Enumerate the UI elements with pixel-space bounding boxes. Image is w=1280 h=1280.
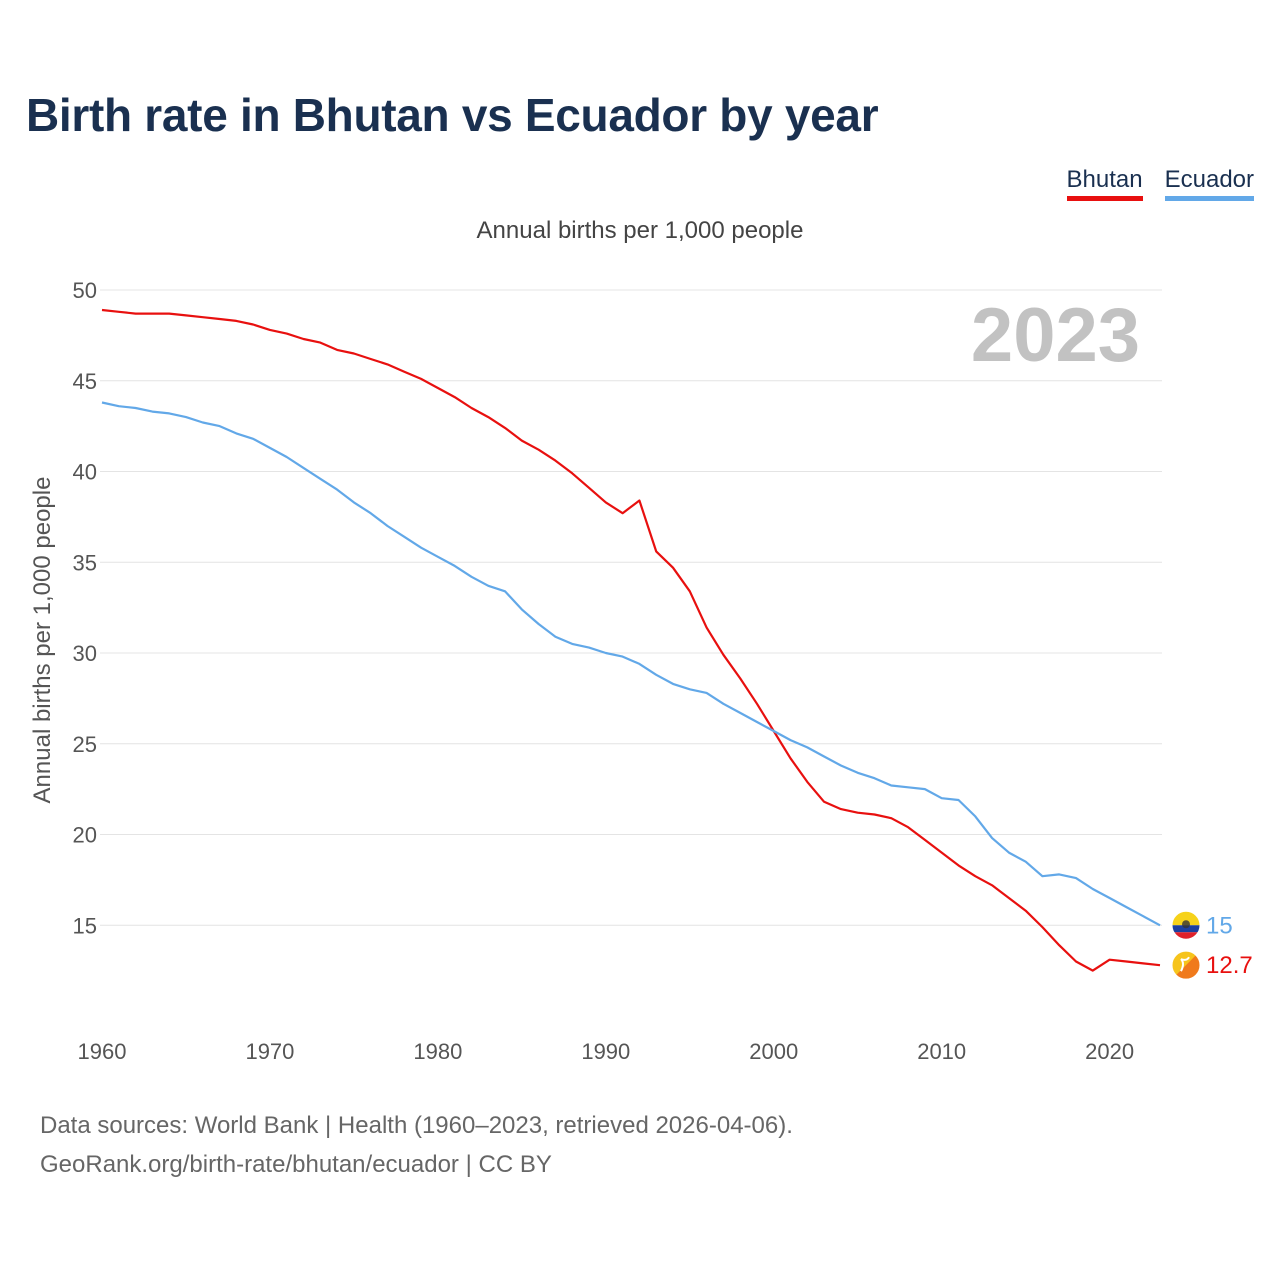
x-tick-label: 2010 <box>917 1039 966 1064</box>
x-tick-label: 1960 <box>78 1039 127 1064</box>
series-line-ecuador[interactable] <box>101 401 1161 927</box>
x-tick-label: 1980 <box>413 1039 462 1064</box>
y-tick-label: 45 <box>73 369 97 394</box>
y-tick-label: 15 <box>73 913 97 938</box>
y-axis-ticks: 15 20 25 30 35 40 45 50 <box>73 278 97 938</box>
x-tick-label: 2000 <box>749 1039 798 1064</box>
series-line-bhutan[interactable] <box>101 308 1161 972</box>
year-watermark: 2023 <box>971 293 1140 378</box>
x-tick-label: 2020 <box>1085 1039 1134 1064</box>
x-tick-label: 1990 <box>581 1039 630 1064</box>
end-value-label-ecuador: 15 <box>1206 912 1233 939</box>
y-tick-label: 25 <box>73 732 97 757</box>
bhutan-flag-icon <box>1171 950 1201 980</box>
y-tick-label: 50 <box>73 278 97 303</box>
source-line-1: Data sources: World Bank | Health (1960–… <box>40 1112 793 1139</box>
legend-item-bhutan[interactable]: Bhutan <box>1066 166 1143 201</box>
legend-item-ecuador[interactable]: Ecuador <box>1164 166 1254 201</box>
y-tick-label: 40 <box>73 460 97 485</box>
y-tick-label: 30 <box>73 641 97 666</box>
grid-lines <box>100 289 1162 926</box>
x-axis-ticks: 1960 1970 1980 1990 2000 2010 2020 <box>78 1039 1135 1064</box>
source-note: Data sources: World Bank | Health (1960–… <box>40 1106 793 1184</box>
end-value-label-bhutan: 12.7 <box>1206 952 1253 979</box>
chart-subtitle: Annual births per 1,000 people <box>476 217 804 244</box>
y-axis-label: Annual births per 1,000 people <box>29 477 56 804</box>
y-tick-label: 20 <box>73 823 97 848</box>
end-markers: 12.7 15 <box>1171 910 1253 980</box>
x-tick-label: 1970 <box>245 1039 294 1064</box>
y-tick-label: 35 <box>73 550 97 575</box>
line-chart: 15 20 25 30 35 40 45 50 1960 1970 1980 1990 2000 201… <box>29 278 1253 1064</box>
source-line-2[interactable]: GeoRank.org/birth-rate/bhutan/ecuador | … <box>40 1151 552 1178</box>
ecuador-flag-icon <box>1171 910 1201 940</box>
series-lines <box>101 308 1161 972</box>
legend: Bhutan Ecuador <box>1066 166 1254 201</box>
chart-title: Birth rate in Bhutan vs Ecuador by year <box>26 89 879 141</box>
